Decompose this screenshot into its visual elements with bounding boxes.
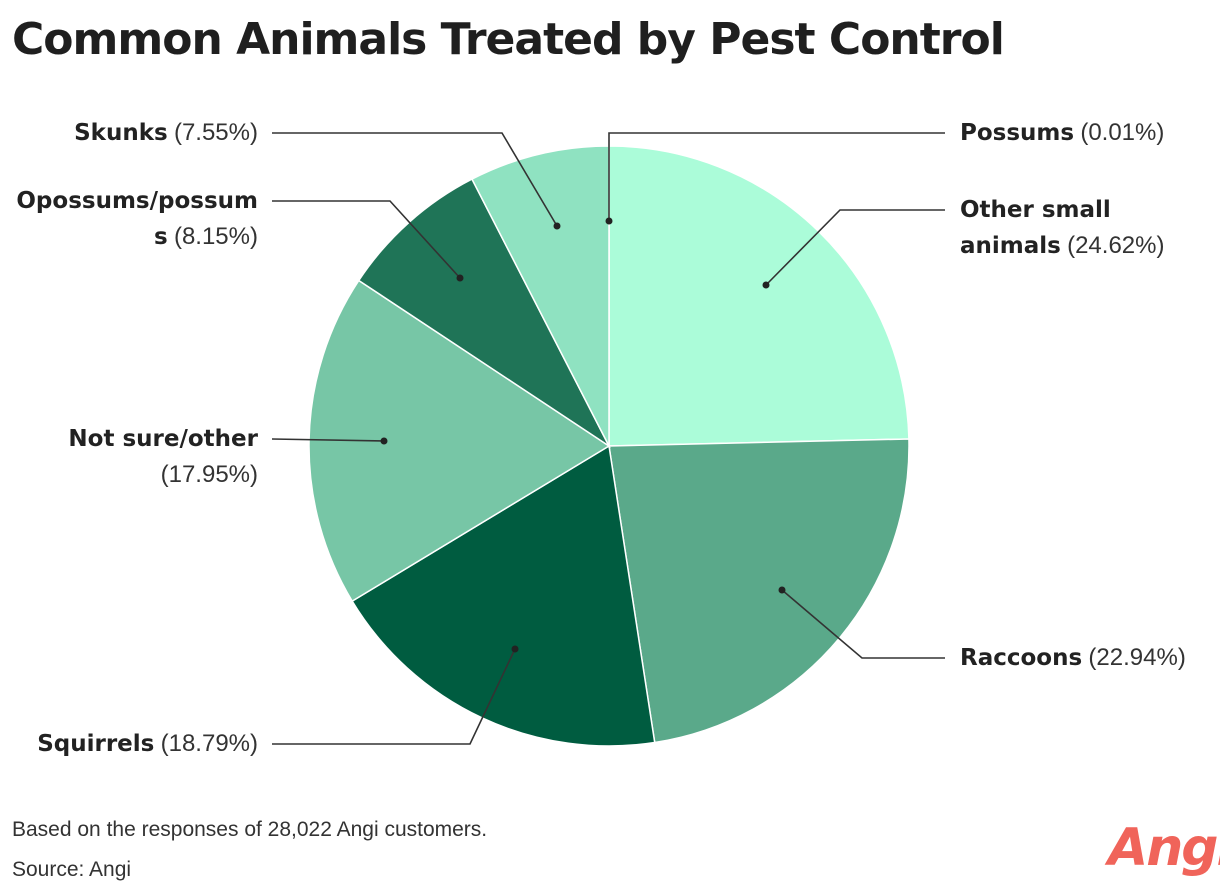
- label-squirrels: Squirrels (18.79%): [37, 726, 258, 762]
- leader-squirrels: [272, 648, 516, 745]
- label-raccoons-pct: (22.94%): [1088, 644, 1186, 671]
- label-opossums-name-2: s: [154, 224, 168, 250]
- leader-raccoons: [781, 589, 945, 659]
- dot-possums: [605, 217, 613, 225]
- pie-slice-other-small-animals: [608, 145, 910, 447]
- label-other-small-name-2: animals: [960, 233, 1061, 259]
- leader-other-small: [765, 209, 945, 286]
- label-opossums-pct: (8.15%): [173, 223, 258, 250]
- dot-not-sure: [380, 437, 388, 445]
- footer-note: Based on the responses of 28,022 Angi cu…: [12, 818, 488, 841]
- label-opossums-name-1: Opossums/possum: [16, 188, 258, 214]
- dot-squirrels: [511, 645, 519, 653]
- label-opossums: Opossums/possum s (8.15%): [16, 183, 258, 255]
- label-raccoons-name: Raccoons: [960, 645, 1083, 671]
- label-possums-pct: (0.01%): [1080, 119, 1165, 146]
- dot-skunks: [553, 222, 561, 230]
- dot-other-small: [762, 281, 770, 289]
- label-possums: Possums (0.01%): [960, 115, 1164, 151]
- label-skunks-pct: (7.55%): [173, 119, 258, 146]
- footer-source: Source: Angi: [12, 858, 132, 881]
- label-not-sure-name: Not sure/other: [68, 426, 258, 452]
- label-other-small-name-1: Other small: [960, 197, 1111, 223]
- dot-raccoons: [778, 586, 786, 594]
- label-not-sure: Not sure/other (17.95%): [68, 421, 258, 493]
- pie-slice-skunks: [470, 145, 610, 447]
- leader-possums: [608, 132, 945, 221]
- pie-slice-raccoons: [608, 438, 910, 744]
- label-skunks: Skunks (7.55%): [74, 115, 258, 151]
- angi-logo: Angi: [1108, 818, 1220, 878]
- label-squirrels-name: Squirrels: [37, 731, 155, 757]
- label-other-small-pct: (24.62%): [1067, 232, 1165, 259]
- label-raccoons: Raccoons (22.94%): [960, 640, 1186, 676]
- label-skunks-name: Skunks: [74, 120, 168, 146]
- label-squirrels-pct: (18.79%): [160, 730, 258, 757]
- dot-opossums: [456, 274, 464, 282]
- label-other-small: Other small animals (24.62%): [960, 192, 1164, 264]
- label-possums-name: Possums: [960, 120, 1075, 146]
- leader-skunks: [272, 132, 558, 227]
- leader-not-sure: [271, 438, 385, 442]
- chart-title: Common Animals Treated by Pest Control: [12, 14, 1005, 65]
- label-not-sure-pct: (17.95%): [160, 461, 258, 488]
- leader-opossums: [272, 200, 461, 279]
